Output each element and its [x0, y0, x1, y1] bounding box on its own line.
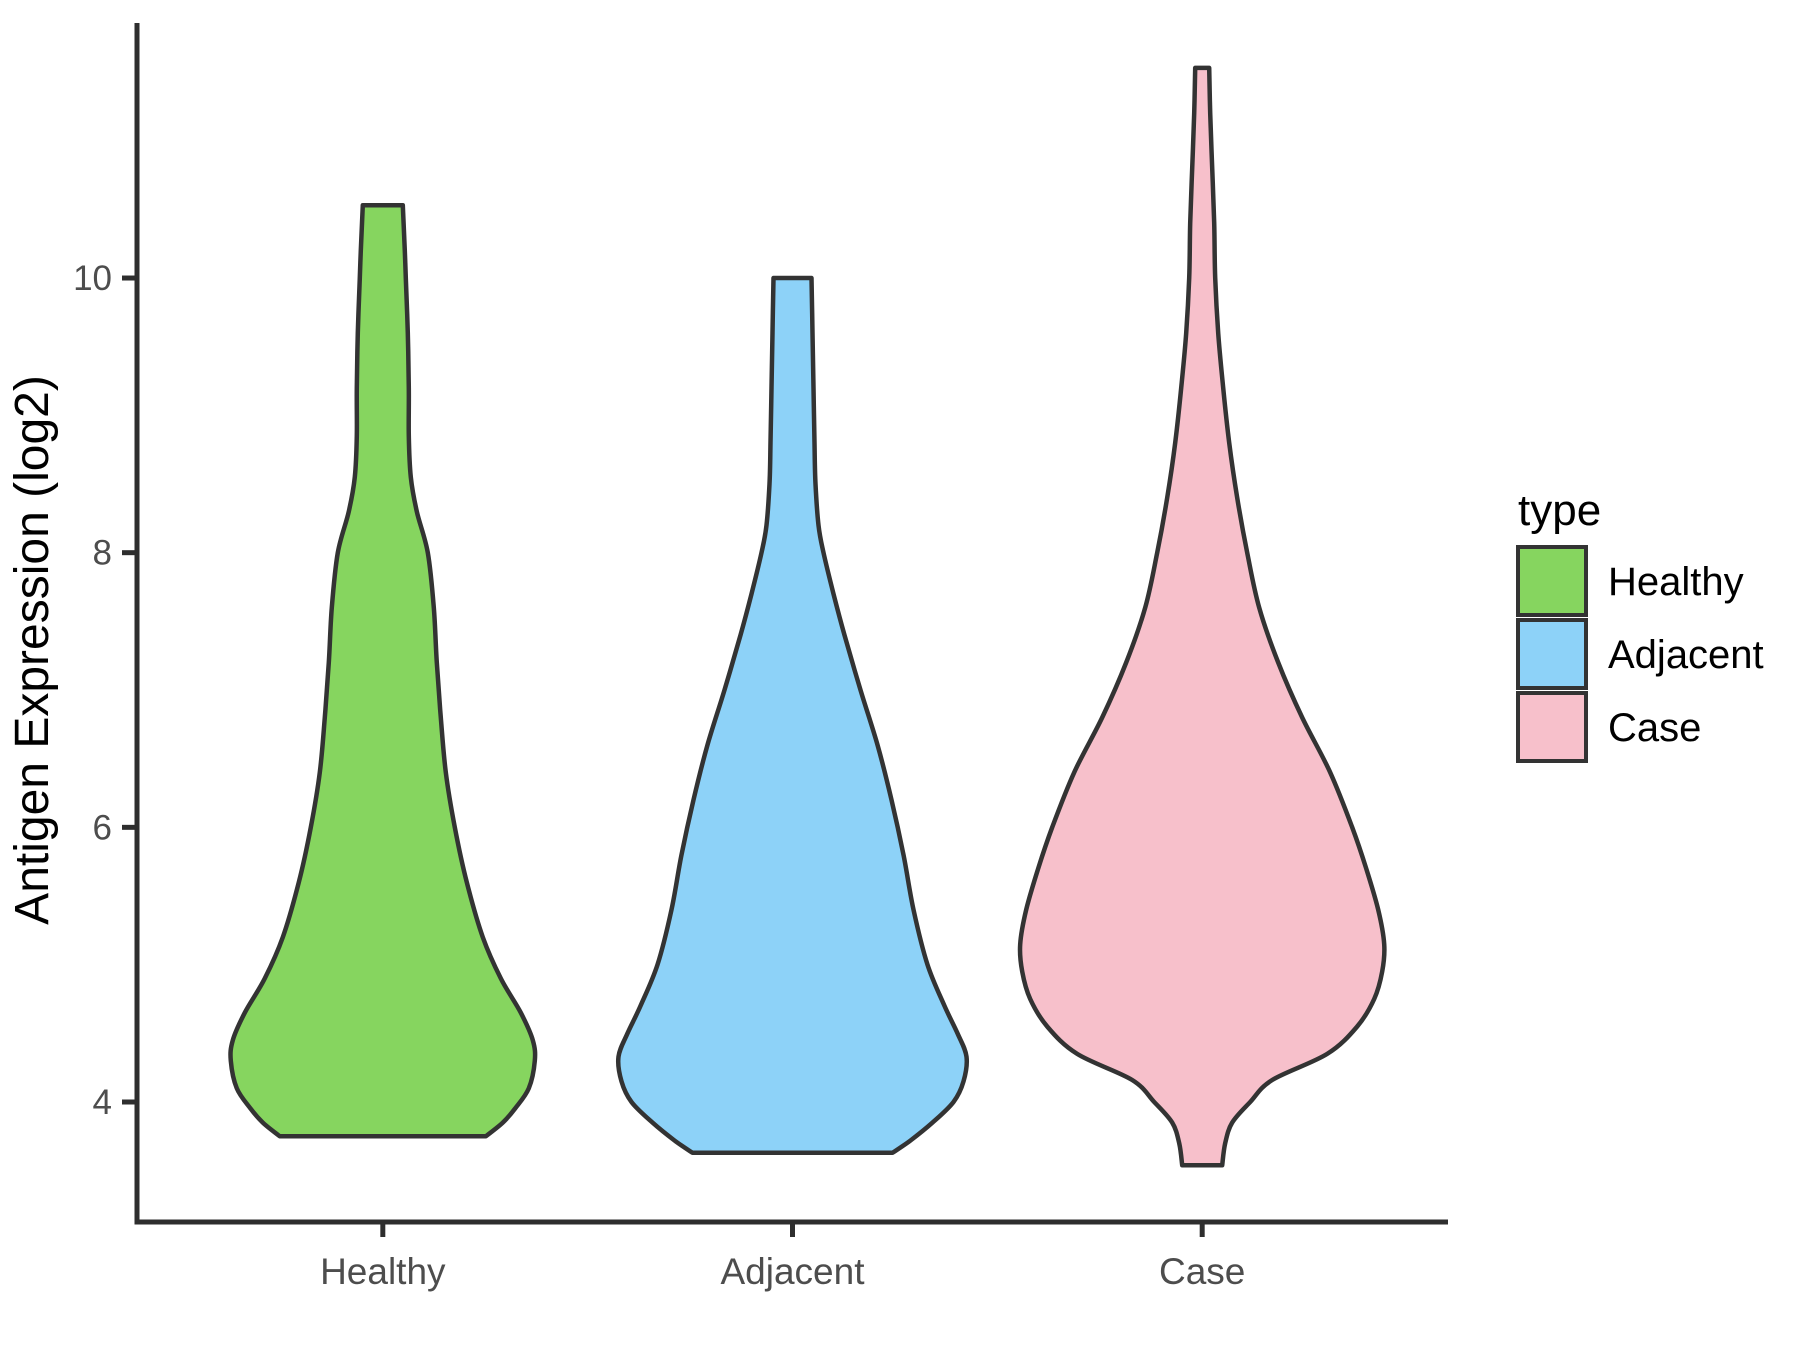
y-tick-label-4: 4 [93, 1083, 112, 1122]
legend-title: type [1518, 486, 1601, 535]
axes-layer: 4 6 8 10 Healthy Adjacent Case [73, 23, 1448, 1292]
legend-key-case [1516, 691, 1588, 763]
legend: type Healthy Adjacent Case [1516, 486, 1764, 763]
violins-layer [228, 65, 1387, 1168]
y-tick-label-8: 8 [93, 534, 112, 573]
y-tick-label-10: 10 [73, 259, 112, 298]
y-axis-title: Antigen Expression (log2) [6, 375, 59, 925]
legend-key-healthy [1516, 545, 1588, 617]
y-tick-label-6: 6 [93, 808, 112, 847]
x-axis-label-healthy: Healthy [320, 1251, 446, 1292]
violin-case [1017, 65, 1387, 1168]
violin-healthy [228, 202, 538, 1139]
x-axis-label-adjacent: Adjacent [721, 1251, 866, 1292]
legend-label-healthy: Healthy [1608, 560, 1744, 604]
legend-label-case: Case [1608, 706, 1701, 750]
legend-key-adjacent [1516, 618, 1588, 690]
violin-adjacent [615, 275, 970, 1156]
x-axis-label-case: Case [1159, 1251, 1245, 1292]
legend-label-adjacent: Adjacent [1608, 633, 1764, 677]
